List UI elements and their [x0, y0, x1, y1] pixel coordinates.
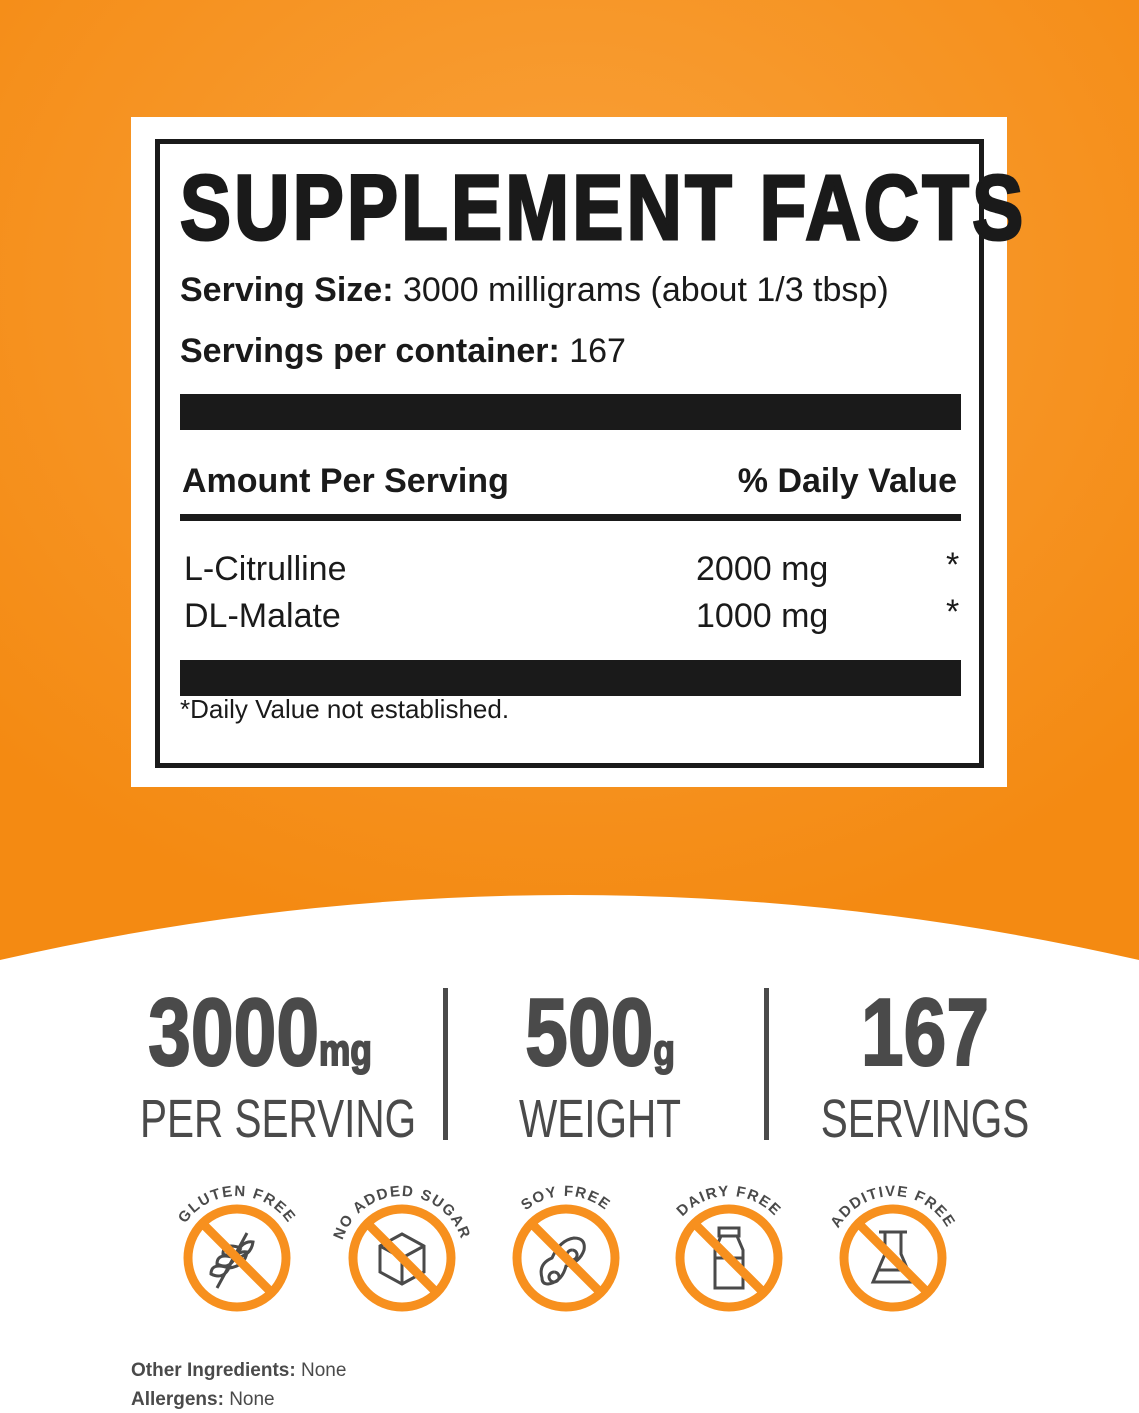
prohibited-slash-icon — [528, 1220, 604, 1296]
prohibited-circle-icon — [183, 1204, 291, 1312]
servings-label: Servings per container: — [180, 332, 560, 370]
serving-size-value: 3000 milligrams (about 1/3 tbsp) — [402, 271, 889, 309]
stat-unit: g — [653, 1025, 676, 1076]
stat-number: 3000 — [147, 978, 320, 1087]
ingredient-name: DL-Malate — [184, 597, 341, 635]
stat-value: 167 — [809, 978, 1041, 1088]
ingredient-amount: 2000 mg — [696, 550, 829, 588]
other-ingredients-value: None — [300, 1360, 347, 1381]
badge-additive-free: ADDITIVE FREE — [827, 1183, 957, 1312]
ingredient-name: L-Citrulline — [184, 550, 347, 588]
allergens: Allergens: None — [131, 1389, 275, 1411]
divider-bar — [180, 660, 961, 696]
other-ingredients: Other Ingredients: None — [131, 1360, 346, 1382]
stat-divider — [443, 988, 448, 1140]
other-ingredients-label: Other Ingredients: — [131, 1360, 296, 1381]
stat-label: SERVINGS — [820, 1089, 1030, 1150]
ingredient-dv: * — [946, 546, 960, 584]
servings-value: 167 — [569, 332, 626, 370]
facts-title: SUPPLEMENT FACTS — [179, 157, 1027, 259]
stat-label: WEIGHT — [519, 1089, 681, 1150]
footnote: *Daily Value not established. — [180, 694, 510, 724]
badge-label: DAIRY FREE — [673, 1183, 784, 1220]
badges-row: GLUTEN FREE NO ADDED SUGAR SOY FREE DAIRY F… — [175, 1183, 957, 1312]
facts-panel: SUPPLEMENT FACTS Serving Size: 3000 mill… — [155, 139, 1024, 768]
stat-value: 500g — [480, 978, 720, 1088]
divider-bar — [180, 394, 961, 430]
stat-label: PER SERVING — [140, 1089, 417, 1150]
stat-value: 3000mg — [132, 978, 388, 1088]
serving-size-label: Serving Size: — [180, 271, 394, 309]
badge-gluten-free: GLUTEN FREE — [175, 1183, 298, 1312]
prohibited-slash-icon — [855, 1220, 931, 1296]
servings-per-container: Servings per container: 167 — [180, 332, 626, 371]
stat-divider — [764, 988, 769, 1140]
allergens-value: None — [229, 1389, 275, 1410]
prohibited-circle-icon — [348, 1204, 456, 1312]
stat-weight: 500g WEIGHT — [450, 978, 750, 1150]
prohibited-circle-icon — [512, 1204, 620, 1312]
stat-per-serving: 3000mg PER SERVING — [100, 978, 420, 1150]
ingredient-dv: * — [946, 593, 960, 631]
amount-header: Amount Per Serving — [182, 462, 509, 500]
prohibited-circle-icon — [839, 1204, 947, 1312]
badge-dairy-free: DAIRY FREE — [673, 1183, 784, 1312]
stat-servings: 167 SERVINGS — [780, 978, 1070, 1150]
prohibited-slash-icon — [691, 1220, 767, 1296]
badge-no-added-sugar: NO ADDED SUGAR — [330, 1183, 472, 1312]
allergens-label: Allergens: — [131, 1389, 224, 1410]
prohibited-circle-icon — [675, 1204, 783, 1312]
ingredient-amount: 1000 mg — [696, 597, 829, 635]
prohibited-slash-icon — [364, 1220, 440, 1296]
supplement-facts-label: SUPPLEMENT FACTS Serving Size: 3000 mill… — [131, 117, 1024, 787]
stat-number: 500 — [524, 978, 654, 1087]
wheat-icon — [209, 1232, 255, 1289]
prohibited-slash-icon — [199, 1220, 275, 1296]
serving-size: Serving Size: 3000 milligrams (about 1/3… — [180, 271, 889, 310]
dv-header: % Daily Value — [737, 462, 957, 500]
badge-soy-free: SOY FREE — [512, 1183, 620, 1312]
divider-thin — [180, 514, 961, 521]
stat-number: 167 — [860, 978, 990, 1087]
stat-unit: mg — [318, 1025, 372, 1076]
